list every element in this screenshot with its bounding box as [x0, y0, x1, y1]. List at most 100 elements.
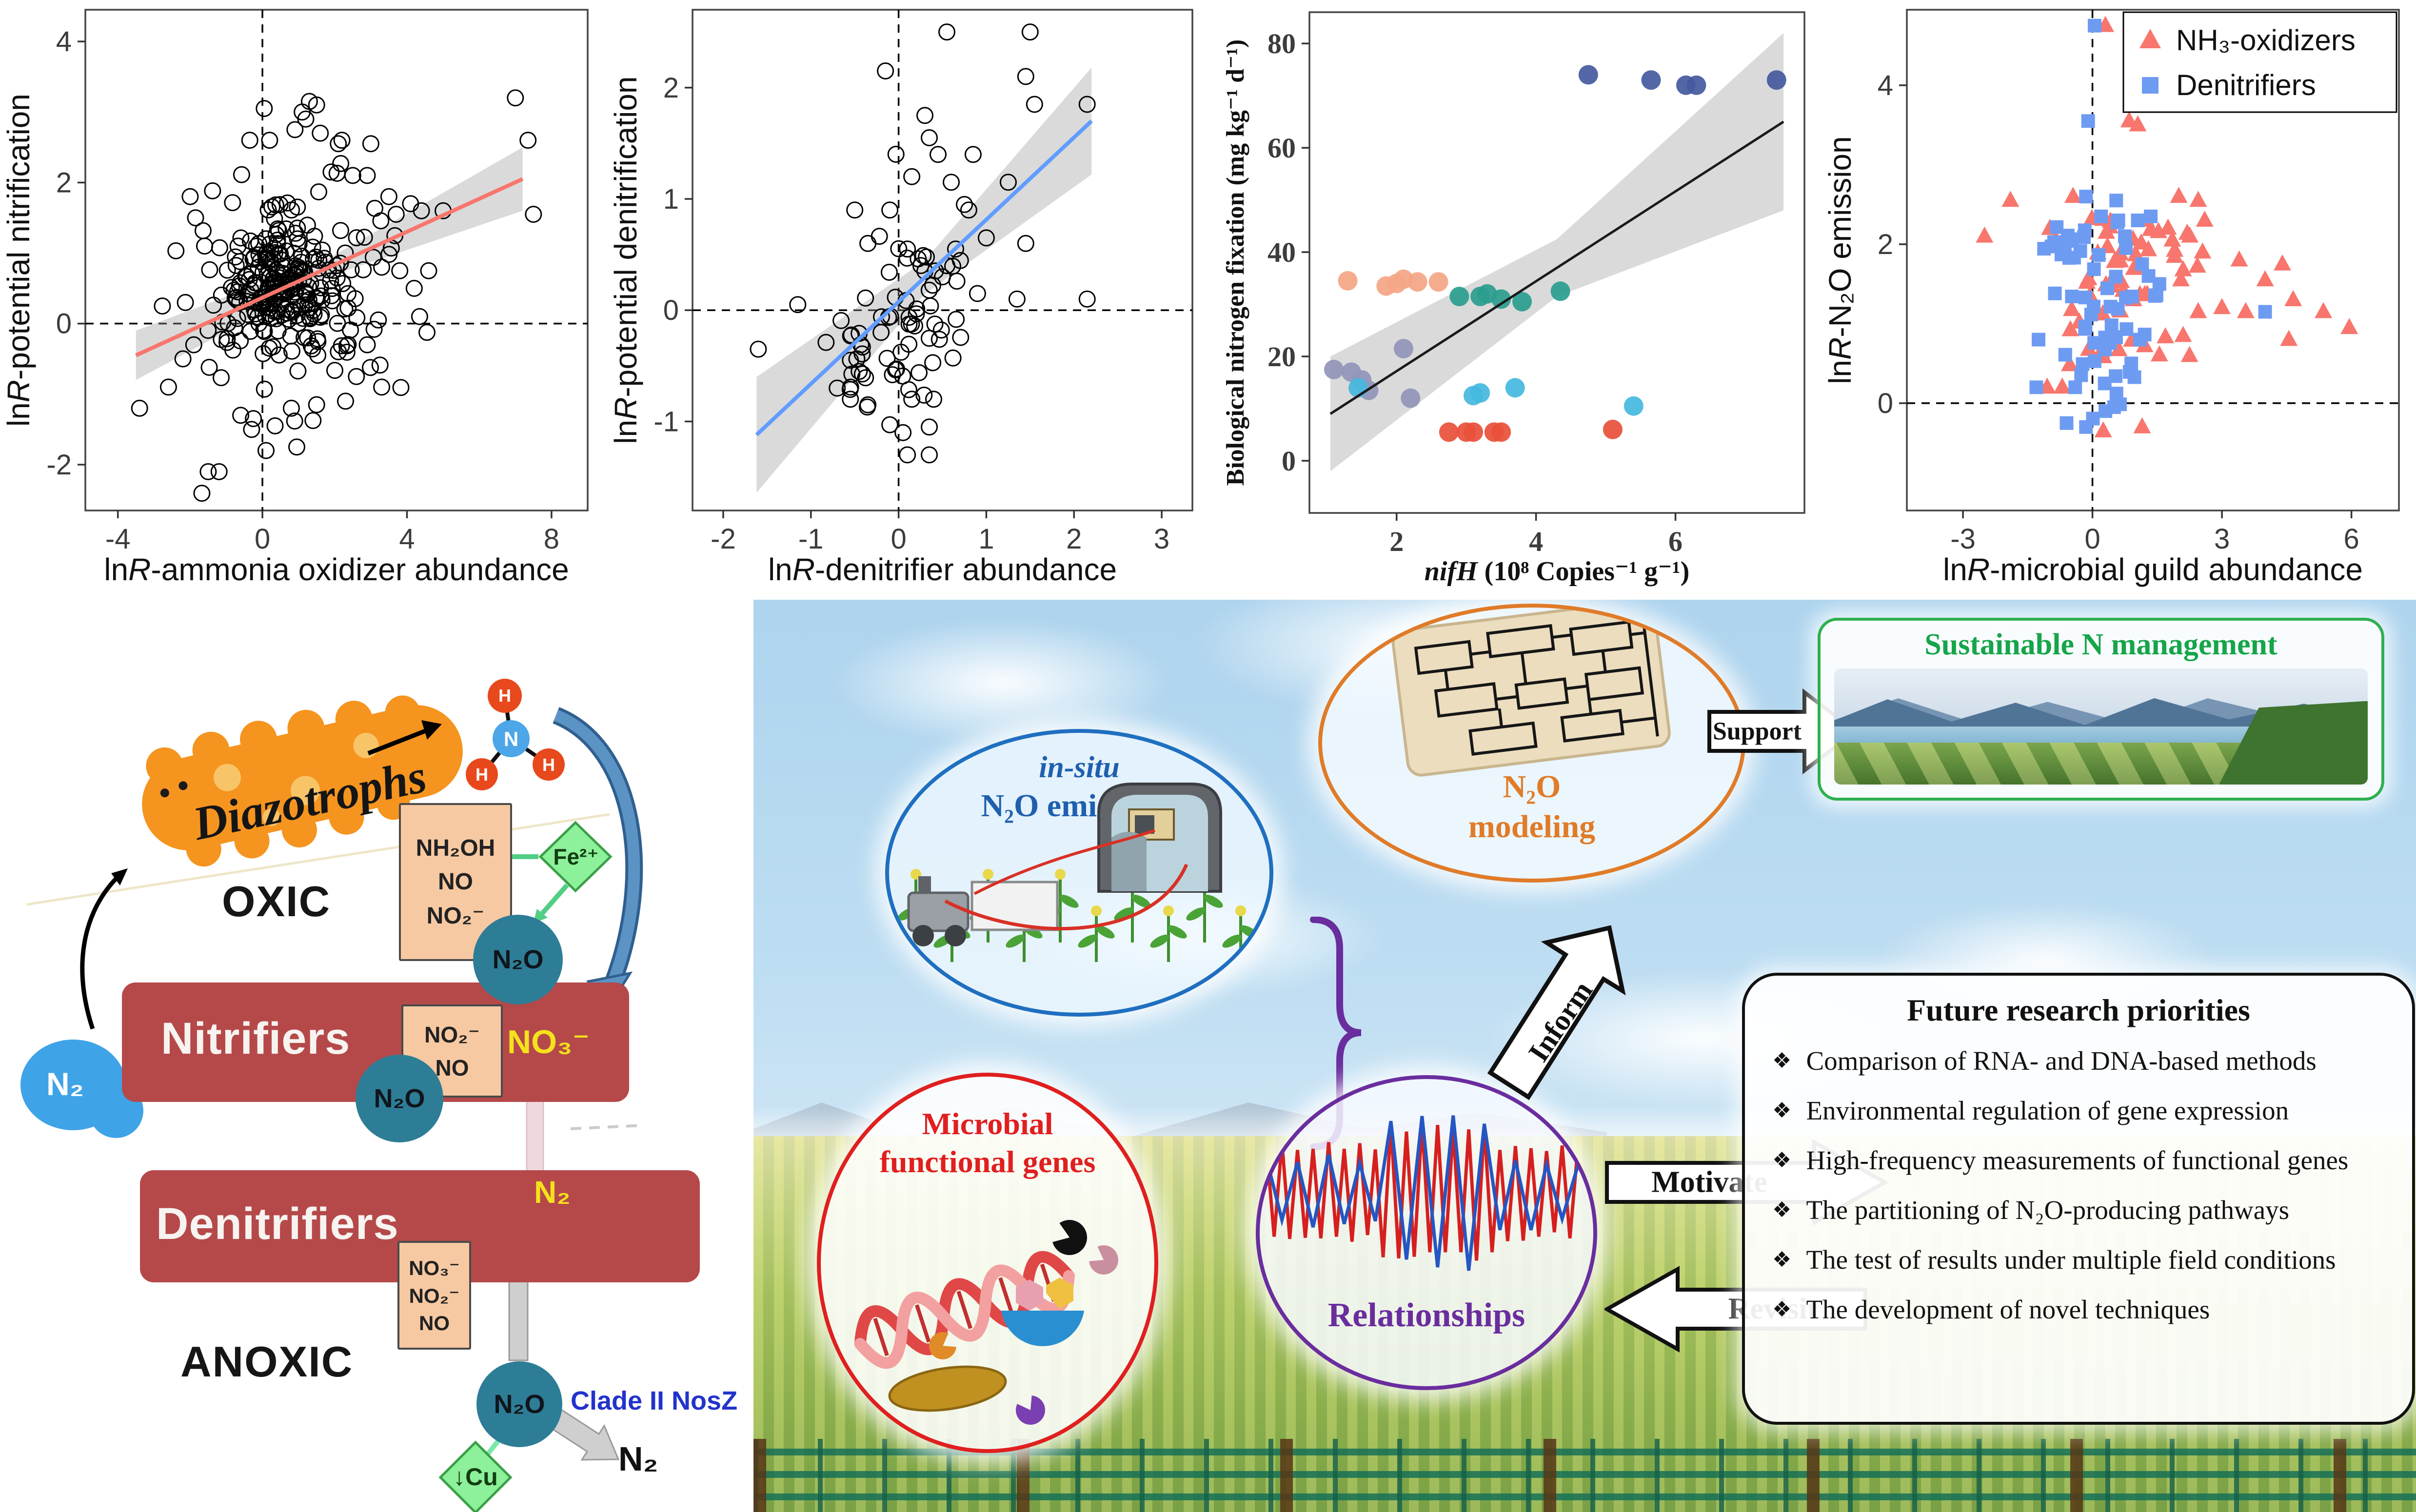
- cu-diamond: [438, 1440, 513, 1512]
- microbial-title-line2: functional genes: [879, 1144, 1096, 1179]
- concept-photo-panel: in-situ N₂O emissions: [753, 600, 2416, 1512]
- bullet-text: The development of novel techniques: [1806, 1295, 2210, 1324]
- svg-text:NH₃-oxidizers: NH₃-oxidizers: [2176, 24, 2356, 57]
- anoxic-label: ANOXIC: [180, 1337, 354, 1386]
- bullet-text: High-frequency measurements of functiona…: [1806, 1145, 2349, 1175]
- bullet-diamond-icon: ❖: [1772, 1198, 1792, 1222]
- enzyme-bowl-icon: [1001, 1311, 1084, 1346]
- support-arrow-label: Support: [1712, 717, 1802, 746]
- bullet-diamond-icon: ❖: [1772, 1297, 1792, 1321]
- sustainable-management-box: Sustainable N management: [1818, 618, 2384, 801]
- svg-text:lnR-potential denitrification: lnR-potential denitrification: [608, 76, 643, 444]
- fe-arrows: [508, 821, 613, 923]
- n2o-oxic-circle: N₂O: [473, 915, 563, 1004]
- svg-text:nifH (10⁸ Copies⁻¹ g⁻¹): nifH (10⁸ Copies⁻¹ g⁻¹): [1425, 556, 1690, 587]
- svg-text:0: 0: [56, 308, 72, 340]
- bullet-diamond-icon: ❖: [1772, 1049, 1792, 1073]
- bullet-text: The partitioning of N₂O-producing pathwa…: [1806, 1195, 2290, 1225]
- future-priorities-box: Future research priorities ❖ Comparison …: [1742, 973, 2415, 1425]
- cloud: [832, 619, 1173, 746]
- n2o-anoxic-circle: N₂O: [476, 1361, 562, 1447]
- bullet-text: The test of results under multiple field…: [1806, 1245, 2336, 1275]
- n2o-boundary-circle: N₂O: [356, 1055, 443, 1142]
- svg-text:Denitrifiers: Denitrifiers: [2176, 69, 2316, 101]
- enzyme-icons: [929, 1220, 1118, 1425]
- nitrifier-products-box: NO₂⁻ NO: [401, 1004, 503, 1098]
- future-bullet-item: ❖ Environmental regulation of gene expre…: [1772, 1096, 2390, 1126]
- svg-text:3: 3: [2214, 523, 2230, 555]
- nitrogen-cycle-diagram: Diazotrophs OXIC ANOXIC N H H H NH₂OH NO N…: [0, 600, 753, 1512]
- bullet-diamond-icon: ❖: [1772, 1248, 1792, 1272]
- relationships-waveform: [1265, 1115, 1580, 1271]
- nitrifiers-label: Nitrifiers: [161, 1014, 351, 1063]
- svg-text:lnR-potential nitrification: lnR-potential nitrification: [1, 94, 36, 427]
- insitu-title-line1: in-situ: [1039, 751, 1120, 784]
- svg-text:Biological nitrogen fixation: Biological nitrogen fixation (mg kg⁻¹ d⁻…: [1222, 39, 1249, 486]
- n2-to-diazotroph-arrow: [80, 868, 128, 1030]
- svg-text:-3: -3: [1950, 523, 1976, 555]
- svg-text:0: 0: [891, 523, 906, 555]
- n2-product-label: N₂: [618, 1440, 658, 1478]
- svg-text:3: 3: [1154, 523, 1169, 555]
- future-bullet-item: ❖ The development of novel techniques: [1772, 1295, 2390, 1325]
- molecule-h3-label: H: [542, 755, 555, 775]
- svg-text:4: 4: [1529, 526, 1543, 557]
- bullet-diamond-icon: ❖: [1772, 1148, 1792, 1172]
- field-chamber-illustration: [897, 783, 1259, 962]
- svg-text:lnR-microbial guild abundance: lnR-microbial guild abundance: [1943, 552, 2363, 587]
- svg-text:-1: -1: [798, 523, 824, 555]
- dna-enzymes-illustration: [854, 1220, 1118, 1425]
- svg-text:0: 0: [255, 523, 270, 555]
- svg-text:-1: -1: [654, 406, 679, 437]
- svg-text:1: 1: [978, 523, 994, 555]
- svg-text:0: 0: [1878, 388, 1893, 419]
- microbe-blob-icon: [888, 1365, 1007, 1412]
- svg-text:2: 2: [663, 72, 679, 104]
- cu-label: ↓Cu: [453, 1463, 498, 1491]
- no3-label: NO₃⁻: [507, 1023, 590, 1060]
- cycle-shapes: [20, 679, 643, 1512]
- landscape-photo: [1834, 668, 2368, 785]
- svg-text:40: 40: [1267, 236, 1296, 268]
- n2o-modeling-circle: N₂O modeling: [1318, 604, 1745, 883]
- substrate-hexagon-yellow: [1046, 1277, 1073, 1309]
- insitu-emissions-circle: in-situ N₂O emissions: [885, 729, 1273, 1017]
- svg-text:lnR-ammonia oxidizer abundance: lnR-ammonia oxidizer abundance: [104, 552, 569, 587]
- fe-label: Fe²⁺: [553, 844, 599, 869]
- bullet-diamond-icon: ❖: [1772, 1099, 1792, 1122]
- gas-tube-red: [973, 829, 1155, 895]
- microbial-title-line1: Microbial: [922, 1106, 1053, 1141]
- substrate-hexagon-pink: [1016, 1279, 1043, 1311]
- svg-text:lnR-denitrifier abundance: lnR-denitrifier abundance: [768, 552, 1117, 587]
- svg-text:4: 4: [399, 523, 415, 555]
- model-circuit-illustration: [1391, 608, 1671, 777]
- diazotroph-to-nh3-arrow: [367, 720, 442, 756]
- inform-arrow: Inform: [1480, 880, 1661, 1109]
- svg-text:2: 2: [1389, 526, 1404, 557]
- oxic-label: OXIC: [222, 877, 331, 925]
- denitrifiers-label: Denitrifiers: [156, 1199, 399, 1249]
- diazotroph-cell-icon: [142, 695, 463, 867]
- molecule-h2-label: H: [475, 765, 488, 785]
- relationships-circle: Relationships: [1256, 1075, 1597, 1390]
- fe-diamond: [538, 821, 613, 893]
- chart-n2o-emission: -3 0 3 6 0 2 4 lnR-microbial guild abundance lnR…: [1822, 9, 2400, 587]
- modeling-title-line1: N₂O: [1503, 769, 1561, 805]
- n2-yellow-label: N₂: [534, 1175, 571, 1210]
- oxic-divider-line: [26, 813, 610, 906]
- relationships-label: Relationships: [1327, 1296, 1525, 1334]
- clade-ii-nosz-label: Clade II NosZ: [571, 1386, 738, 1415]
- svg-text:20: 20: [1267, 341, 1296, 373]
- gas-tube-red: [944, 864, 1188, 930]
- future-bullet-item: ❖ Comparison of RNA- and DNA-based metho…: [1772, 1046, 2390, 1076]
- svg-text:0: 0: [1282, 445, 1296, 477]
- modeling-title-line2: modeling: [1468, 809, 1596, 844]
- future-title: Future research priorities: [1907, 993, 2250, 1027]
- svg-text:-2: -2: [46, 449, 72, 481]
- svg-text:2: 2: [1878, 229, 1893, 260]
- gas-analyzer-cart-icon: [907, 876, 1059, 946]
- dna-helix: [854, 1251, 1075, 1369]
